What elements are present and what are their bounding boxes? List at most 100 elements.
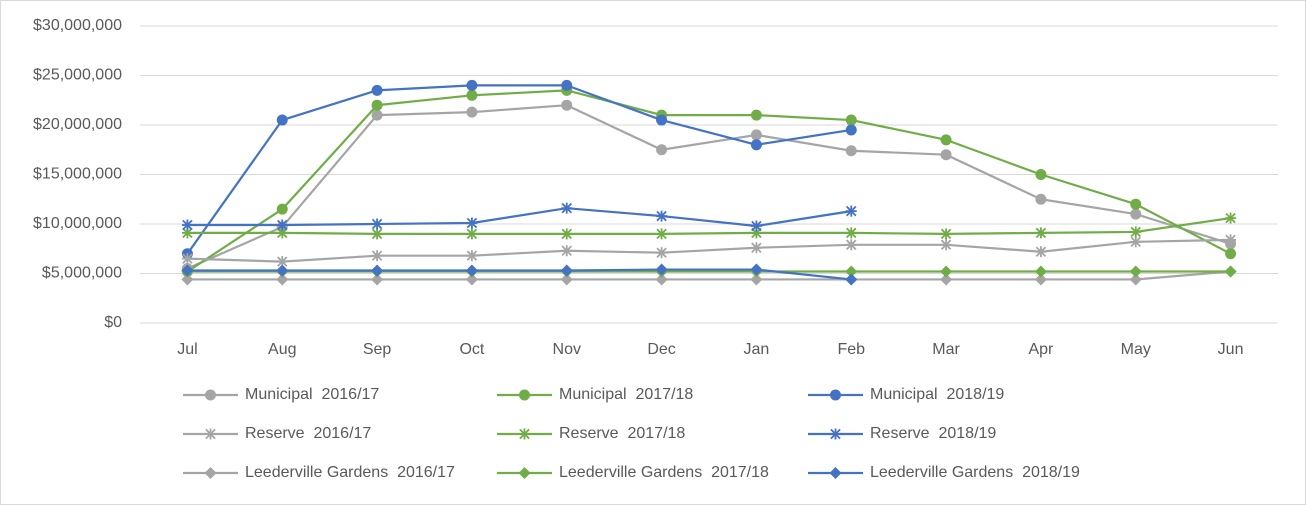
marker: [371, 99, 383, 111]
x-tick-label: Feb: [837, 341, 865, 358]
marker: [940, 134, 952, 146]
marker: [750, 109, 762, 121]
marker-stroke: [182, 253, 193, 264]
marker: [466, 106, 478, 118]
marker: [655, 263, 668, 276]
marker-stroke: [182, 219, 193, 231]
marker: [656, 247, 668, 259]
marker: [845, 124, 857, 136]
marker: [181, 219, 193, 231]
x-tick-label: Apr: [1028, 341, 1054, 358]
marker: [750, 263, 763, 276]
marker: [371, 84, 383, 96]
legend-label: Reserve 2018/19: [870, 425, 996, 442]
marker: [371, 273, 384, 286]
marker: [845, 227, 857, 239]
marker: [466, 250, 478, 262]
marker: [561, 99, 573, 111]
x-tick-label: May: [1121, 341, 1151, 358]
y-tick-label: $0: [104, 314, 122, 331]
marker: [656, 210, 668, 222]
marker-stroke: [371, 218, 383, 230]
y-tick-label: $30,000,000: [33, 17, 122, 34]
marker: [940, 239, 952, 251]
marker-stroke: [656, 247, 667, 258]
marker-stroke: [277, 256, 288, 267]
marker: [1034, 265, 1047, 278]
marker-stroke: [1225, 212, 1236, 224]
marker-stroke: [277, 219, 288, 231]
marker: [1130, 236, 1142, 248]
marker: [1035, 193, 1047, 205]
legend-marker: [519, 428, 530, 440]
y-tick-label: $5,000,000: [42, 265, 122, 282]
marker: [1225, 212, 1237, 224]
legend-marker: [204, 467, 217, 479]
marker-stroke: [466, 250, 478, 261]
marker: [750, 242, 762, 254]
x-tick-label: Jan: [744, 341, 770, 358]
marker-stroke: [561, 245, 572, 256]
marker: [1225, 234, 1237, 246]
marker: [560, 273, 573, 286]
marker-stroke: [656, 228, 667, 240]
marker: [1035, 169, 1047, 180]
marker-stroke: [1035, 246, 1047, 257]
legend-marker: [830, 389, 841, 401]
marker: [561, 79, 573, 91]
marker: [656, 144, 668, 156]
series-line: [187, 238, 1231, 263]
marker-stroke: [519, 428, 530, 440]
marker: [371, 264, 384, 277]
marker: [750, 220, 762, 232]
series-line: [186, 104, 1231, 270]
y-tick-label: $10,000,000: [33, 215, 122, 232]
legend-label: Leederville Gardens 2017/18: [559, 464, 769, 481]
marker-stroke: [561, 228, 572, 240]
x-tick-label: Sep: [363, 341, 392, 358]
marker-stroke: [940, 239, 952, 251]
marker: [1035, 227, 1047, 239]
marker-stroke: [371, 228, 383, 240]
y-tick-label: $20,000,000: [33, 116, 122, 133]
marker: [466, 217, 478, 229]
marker: [560, 264, 573, 277]
marker: [466, 89, 478, 101]
marker-stroke: [1225, 234, 1236, 246]
legend-label: Municipal 2017/18: [559, 386, 693, 403]
marker: [1224, 265, 1237, 278]
marker: [656, 114, 668, 126]
marker: [1035, 246, 1047, 258]
marker: [1129, 273, 1142, 286]
y-tick-label: $25,000,000: [33, 67, 122, 84]
marker-stroke: [371, 250, 383, 261]
marker: [276, 114, 288, 126]
series-line: [187, 270, 1231, 281]
x-tick-label: Aug: [268, 341, 296, 358]
marker-stroke: [205, 428, 216, 440]
y-tick-label: $15,000,000: [33, 166, 122, 183]
x-tick-label: Nov: [553, 341, 581, 358]
series-line: [186, 84, 852, 255]
legend-label: Leederville Gardens 2018/19: [870, 464, 1080, 481]
marker: [845, 265, 858, 278]
series-line: [186, 89, 1232, 273]
marker: [940, 265, 953, 278]
x-tick-label: Mar: [932, 341, 960, 358]
marker: [1130, 208, 1142, 220]
marker: [656, 228, 668, 240]
series-line: [187, 207, 852, 228]
marker: [371, 109, 383, 121]
marker: [845, 239, 857, 251]
marker-stroke: [1035, 227, 1047, 239]
marker: [1130, 198, 1142, 210]
x-tick-label: Oct: [459, 341, 484, 358]
marker: [466, 79, 478, 91]
marker: [845, 273, 858, 286]
marker: [465, 273, 478, 286]
marker-stroke: [751, 220, 762, 232]
marker-stroke: [1130, 236, 1141, 248]
x-tick-label: Jun: [1218, 341, 1244, 358]
legend-marker: [830, 428, 841, 440]
